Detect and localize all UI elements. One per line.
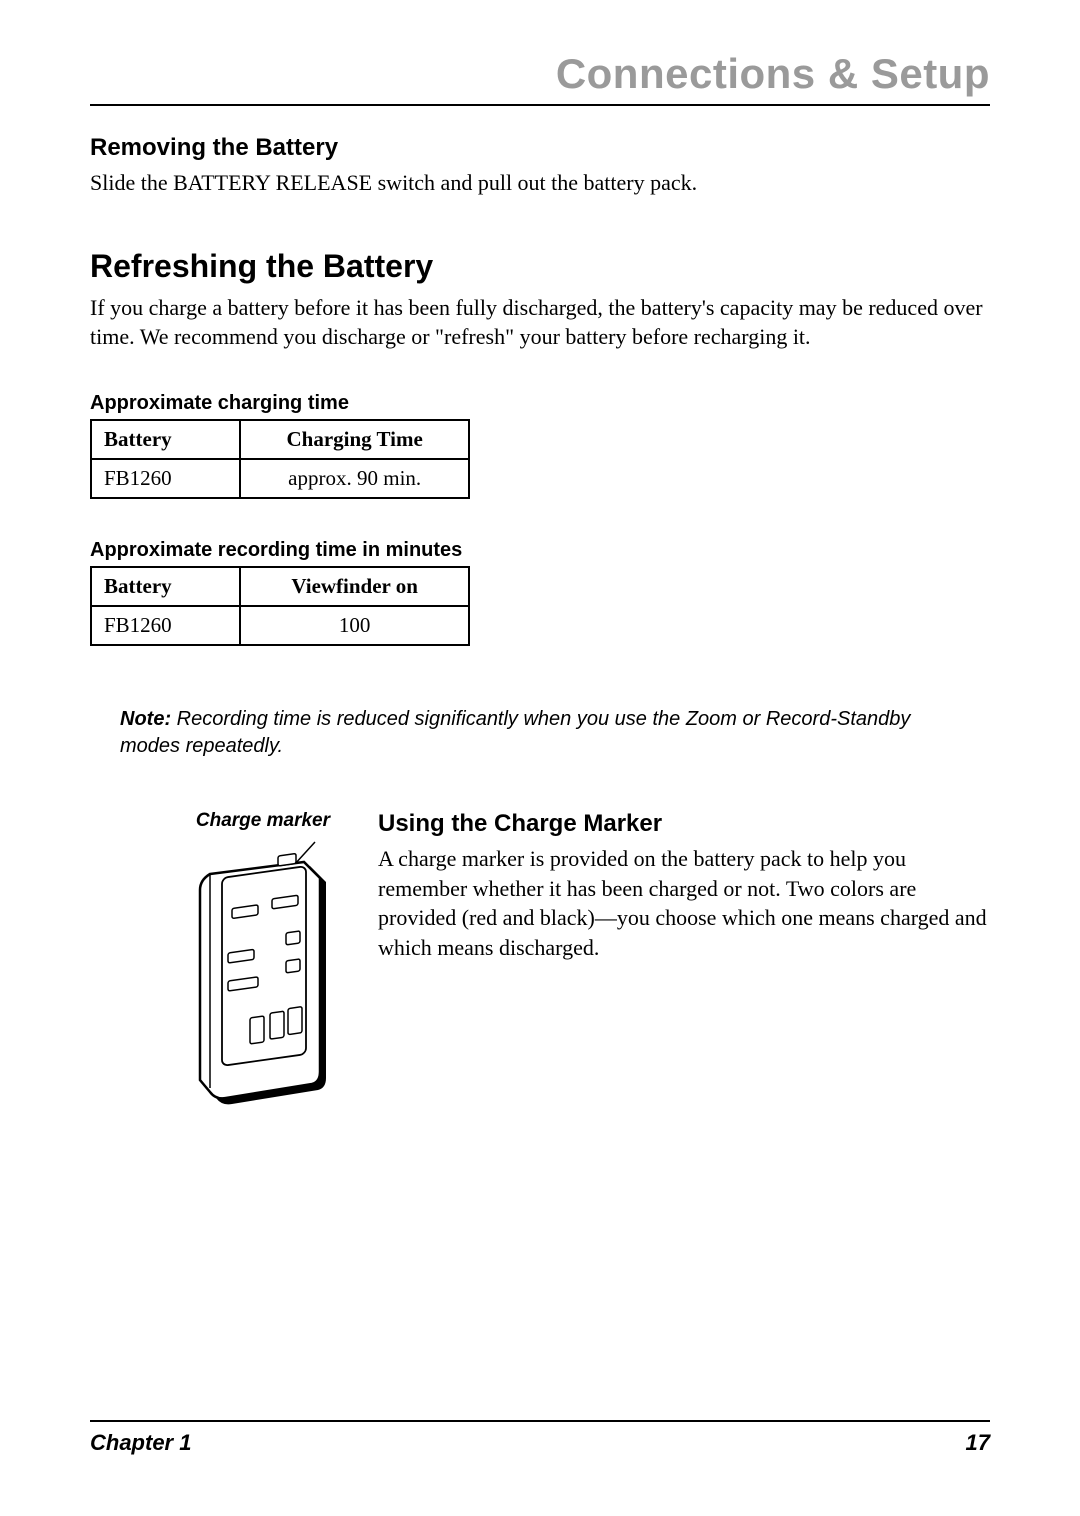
table-cell: FB1260 [91, 606, 240, 645]
removing-body: Slide the BATTERY RELEASE switch and pul… [90, 168, 990, 198]
page: Connections & Setup Removing the Battery… [0, 0, 1080, 1516]
note-block: Note: Recording time is reduced signific… [120, 706, 960, 760]
table-header-row: Battery Charging Time [91, 420, 469, 459]
table-header-cell: Viewfinder on [240, 567, 469, 606]
footer-page-number: 17 [966, 1430, 990, 1456]
note-text: Recording time is reduced significantly … [120, 708, 910, 757]
figure-caption: Charge marker [90, 810, 330, 832]
table-cell: FB1260 [91, 459, 240, 498]
removing-section: Removing the Battery Slide the BATTERY R… [90, 134, 990, 198]
charging-table-caption: Approximate charging time [90, 392, 990, 415]
table-header-row: Battery Viewfinder on [91, 567, 469, 606]
charging-table: Battery Charging Time FB1260 approx. 90 … [90, 419, 470, 499]
refreshing-section: Refreshing the Battery If you charge a b… [90, 248, 990, 352]
table-header-cell: Battery [91, 420, 240, 459]
refreshing-body: If you charge a battery before it has be… [90, 293, 990, 352]
charge-marker-heading: Using the Charge Marker [378, 810, 990, 838]
recording-table-caption: Approximate recording time in minutes [90, 539, 990, 562]
footer-chapter: Chapter 1 [90, 1430, 191, 1456]
table-cell: 100 [240, 606, 469, 645]
charge-marker-section: Charge marker [90, 810, 990, 1114]
table-header-cell: Charging Time [240, 420, 469, 459]
removing-heading: Removing the Battery [90, 134, 990, 162]
page-title: Connections & Setup [90, 50, 990, 106]
recording-table: Battery Viewfinder on FB1260 100 [90, 566, 470, 646]
charge-marker-body: A charge marker is provided on the batte… [378, 844, 990, 963]
table-row: FB1260 100 [91, 606, 469, 645]
note-label: Note: [120, 708, 171, 730]
table-header-cell: Battery [91, 567, 240, 606]
charge-marker-text: Using the Charge Marker A charge marker … [378, 810, 990, 963]
table-row: FB1260 approx. 90 min. [91, 459, 469, 498]
page-footer: Chapter 1 17 [90, 1420, 990, 1456]
battery-pack-icon [150, 834, 350, 1114]
refreshing-heading: Refreshing the Battery [90, 248, 990, 285]
table-cell: approx. 90 min. [240, 459, 469, 498]
figure-column: Charge marker [90, 810, 350, 1114]
